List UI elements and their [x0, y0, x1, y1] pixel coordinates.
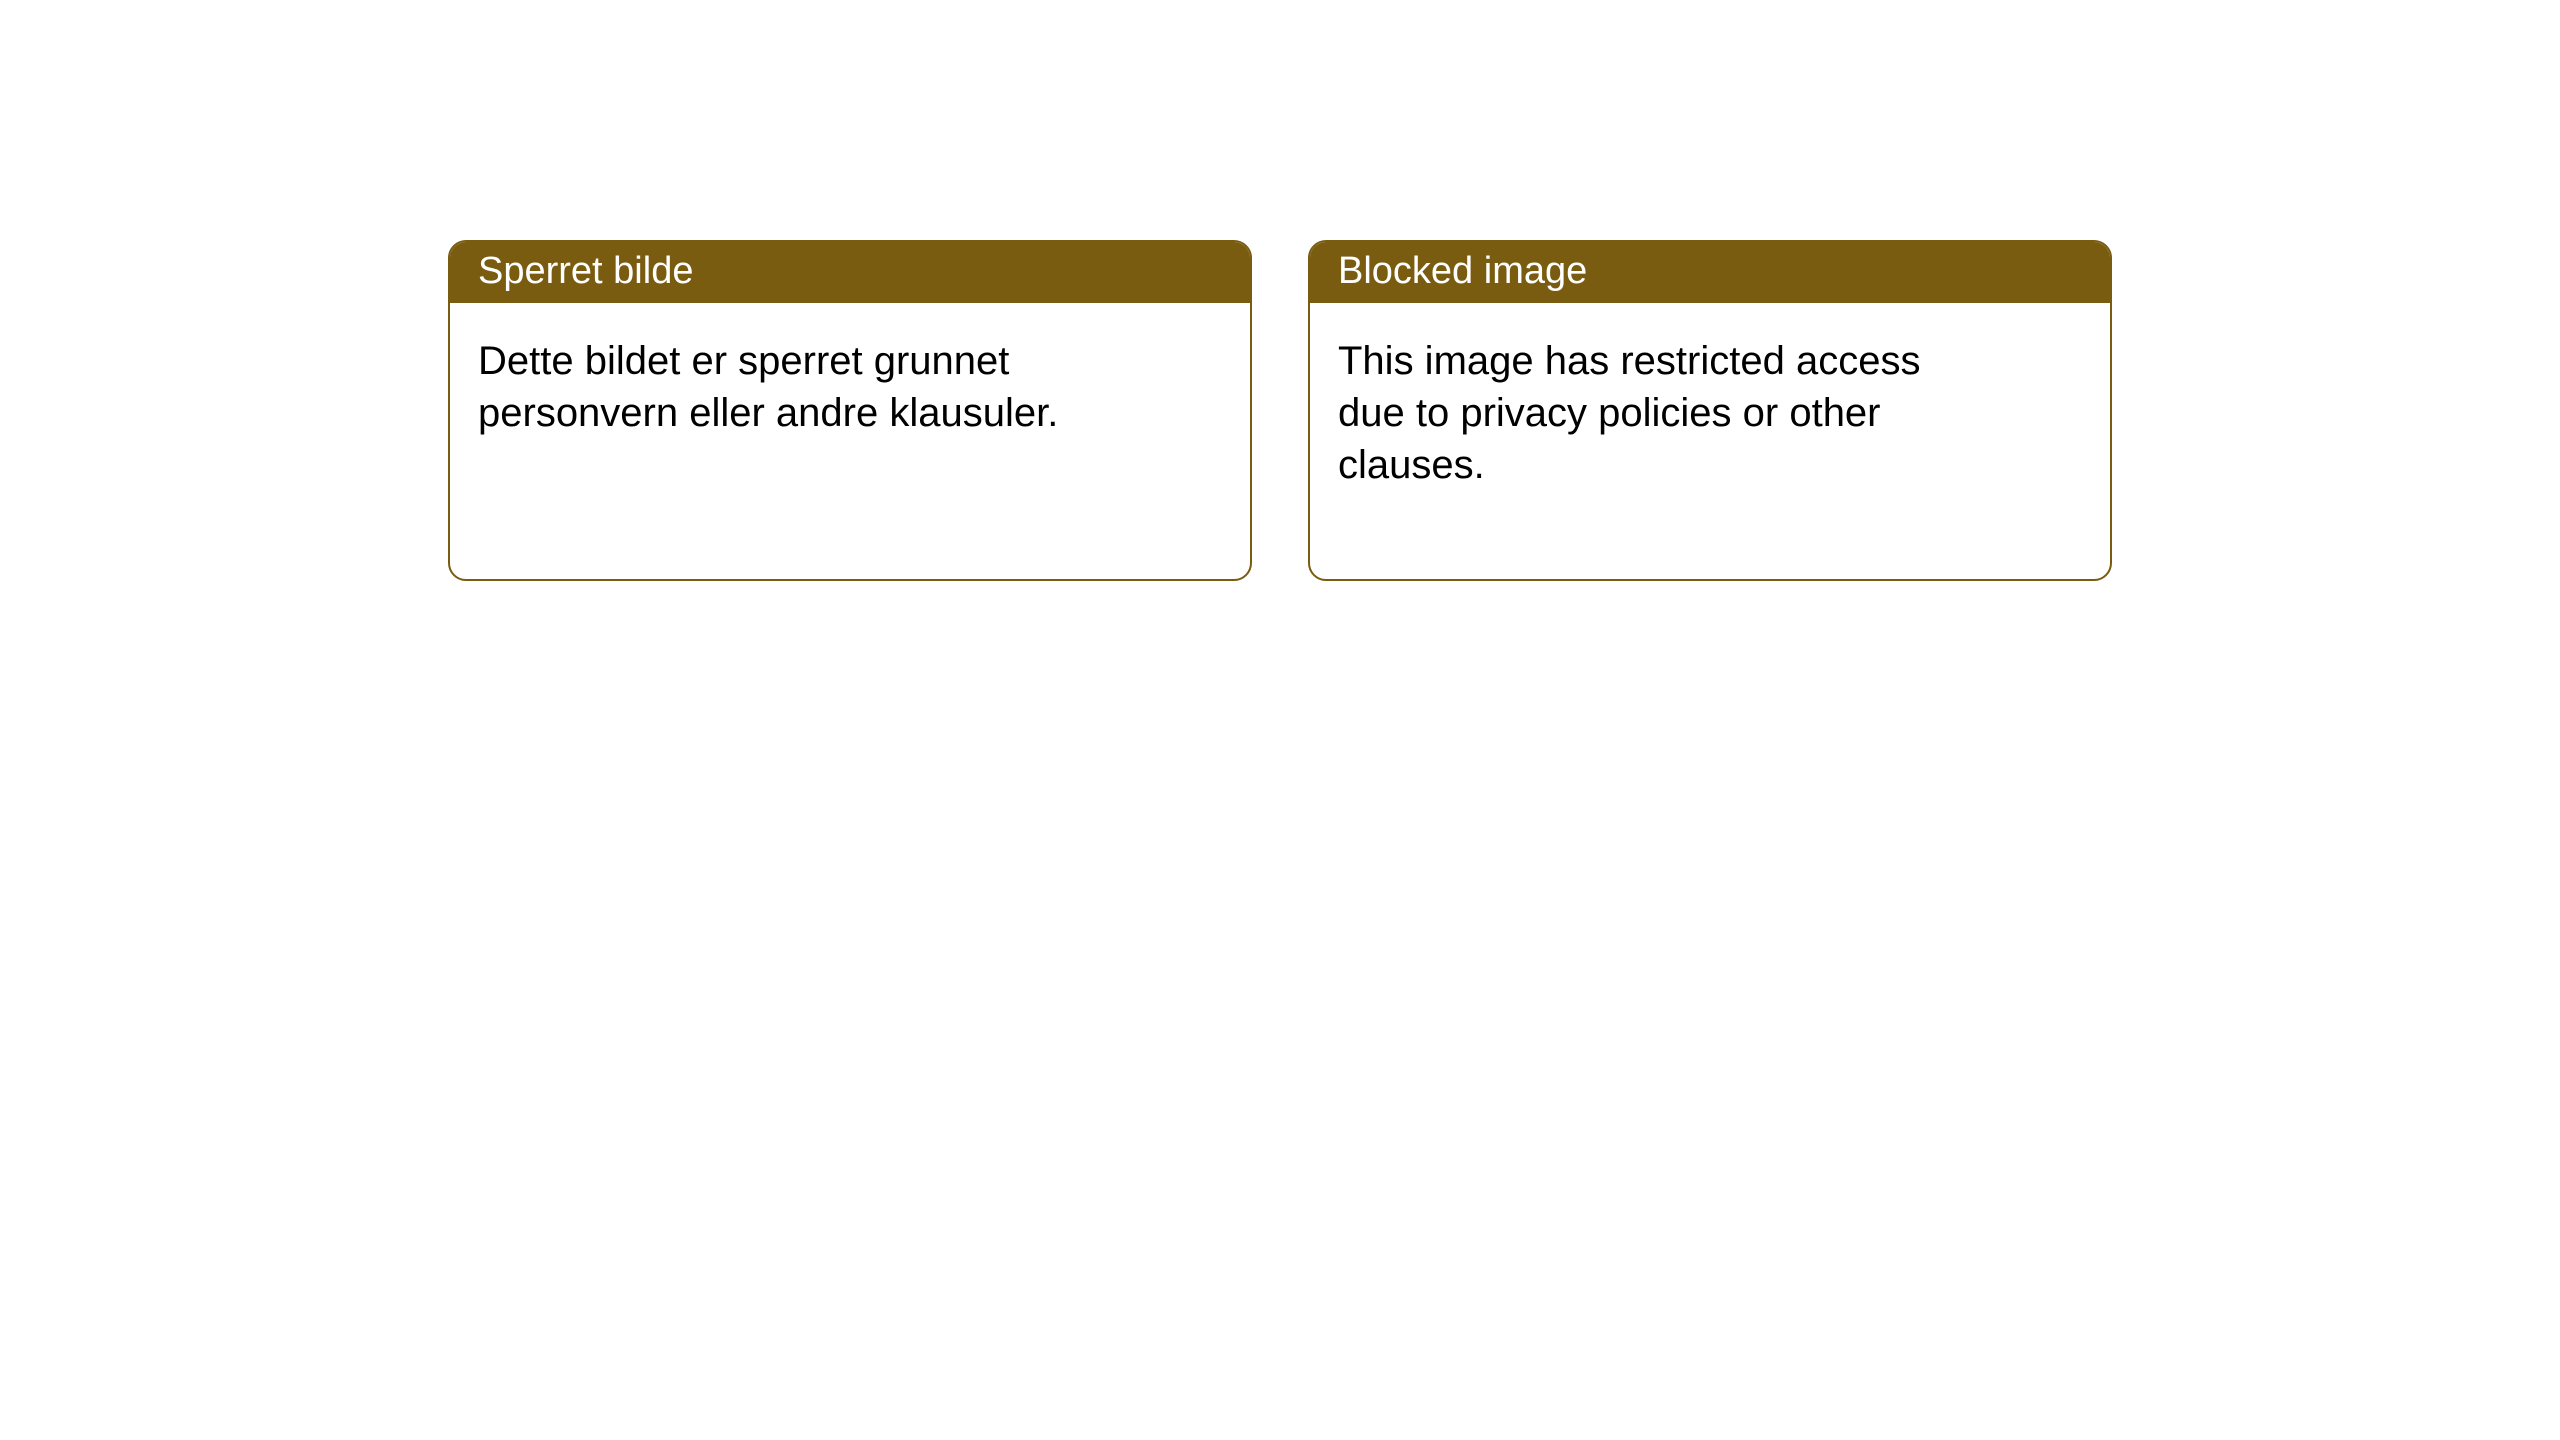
notice-title-english: Blocked image	[1310, 242, 2110, 303]
notice-body-norwegian: Dette bildet er sperret grunnet personve…	[450, 303, 1150, 527]
notice-body-english: This image has restricted access due to …	[1310, 303, 2010, 579]
notice-title-norwegian: Sperret bilde	[450, 242, 1250, 303]
notice-card-english: Blocked image This image has restricted …	[1308, 240, 2112, 581]
notice-container: Sperret bilde Dette bildet er sperret gr…	[0, 0, 2560, 581]
notice-card-norwegian: Sperret bilde Dette bildet er sperret gr…	[448, 240, 1252, 581]
